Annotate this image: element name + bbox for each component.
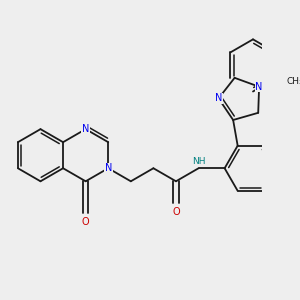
Text: N: N — [255, 82, 263, 92]
Text: CH₃: CH₃ — [286, 77, 300, 86]
Text: N: N — [82, 124, 89, 134]
Text: O: O — [82, 217, 89, 227]
Text: N: N — [105, 163, 112, 173]
Text: NH: NH — [192, 157, 205, 166]
Text: N: N — [215, 93, 222, 103]
Text: O: O — [172, 207, 180, 217]
